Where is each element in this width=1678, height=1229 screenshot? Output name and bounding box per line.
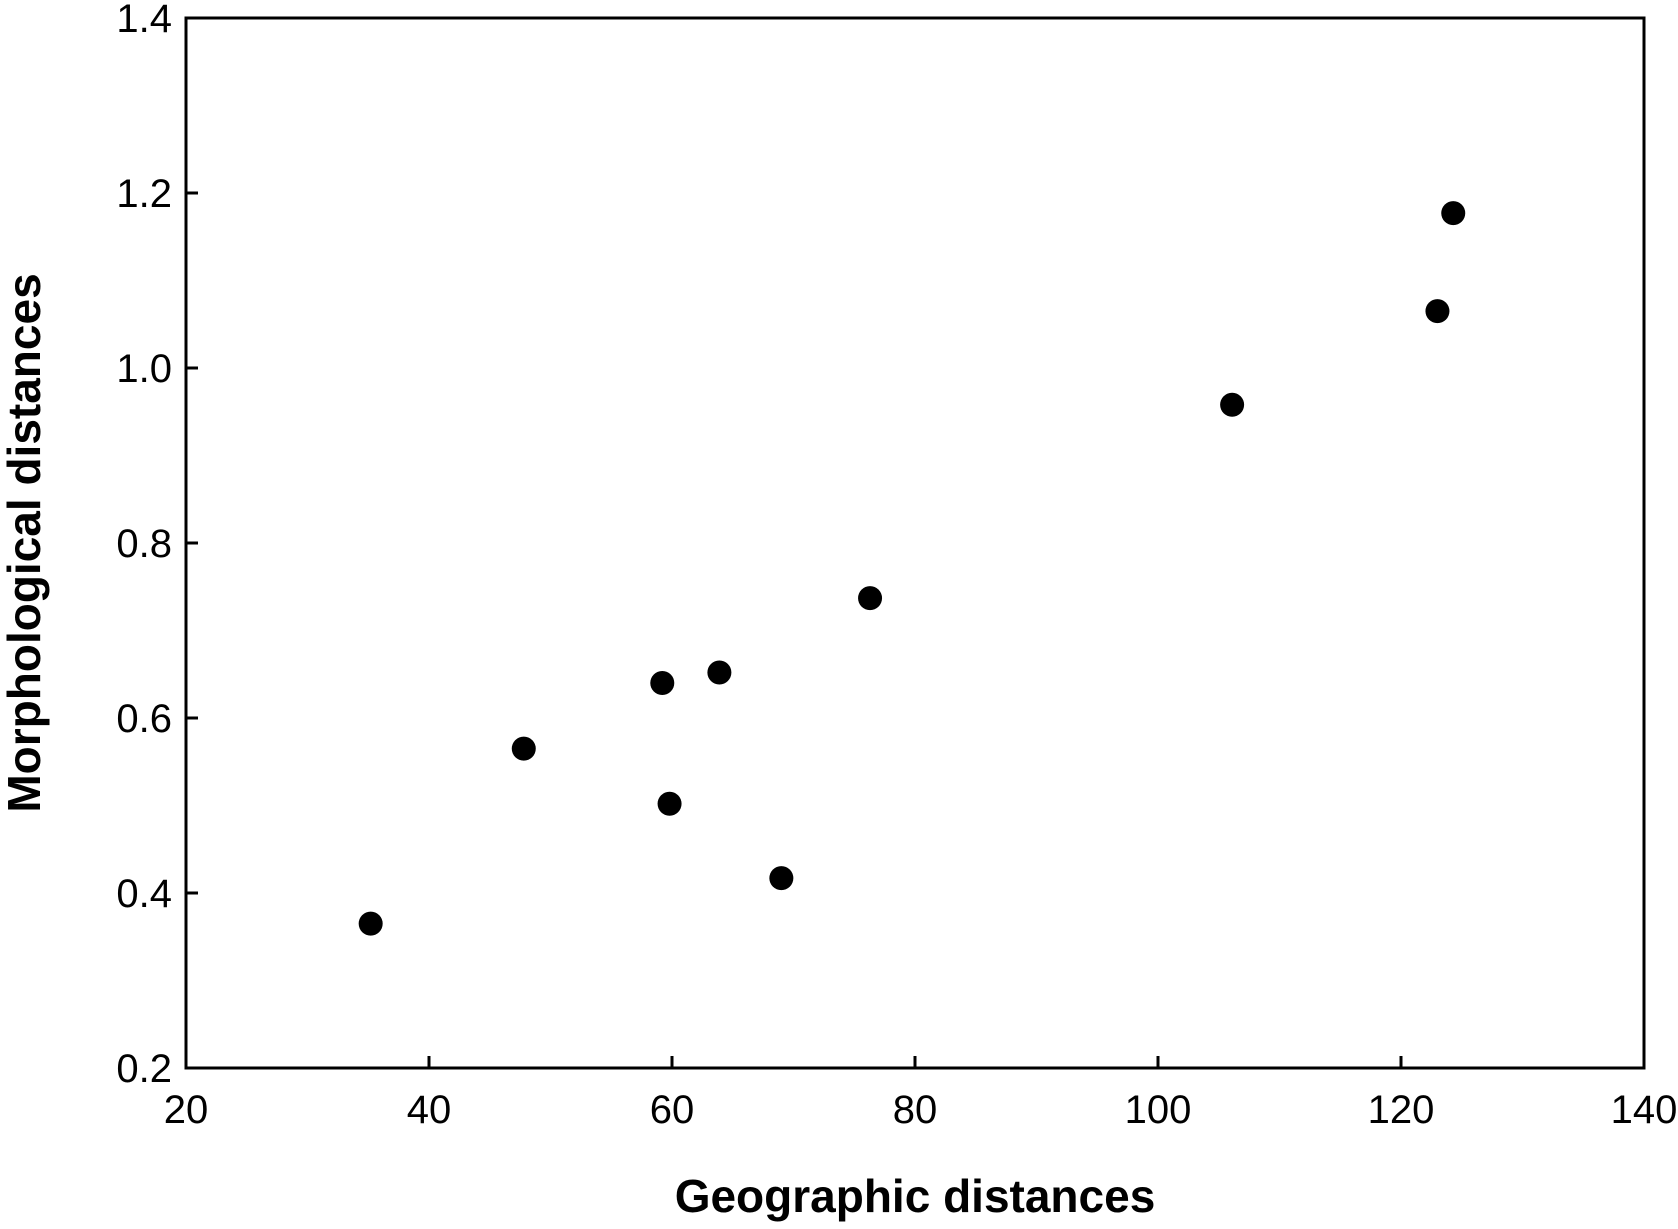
data-point bbox=[358, 911, 383, 936]
data-point bbox=[769, 866, 794, 891]
x-tick-label: 120 bbox=[1368, 1088, 1435, 1132]
x-axis-title: Geographic distances bbox=[675, 1170, 1156, 1222]
y-tick-label: 1.2 bbox=[116, 172, 172, 216]
data-point bbox=[657, 791, 682, 816]
y-axis-title: Morphological distances bbox=[0, 273, 50, 812]
y-tick-label: 0.4 bbox=[116, 872, 172, 916]
data-points bbox=[358, 201, 1466, 936]
y-axis-ticks: 0.2 0.4 0.6 0.8 1.0 1.2 1.4 bbox=[116, 0, 198, 1091]
y-tick-label: 0.2 bbox=[116, 1047, 172, 1091]
data-point bbox=[1220, 392, 1245, 417]
x-tick-label: 140 bbox=[1611, 1088, 1678, 1132]
x-tick-label: 80 bbox=[893, 1088, 938, 1132]
x-tick-label: 60 bbox=[650, 1088, 695, 1132]
y-tick-label: 0.8 bbox=[116, 522, 172, 566]
data-point bbox=[1425, 299, 1450, 324]
x-tick-label: 20 bbox=[164, 1088, 209, 1132]
data-point bbox=[650, 671, 675, 695]
data-point bbox=[707, 660, 732, 685]
plot-frame bbox=[184, 16, 1646, 1070]
y-tick-label: 1.4 bbox=[116, 0, 172, 41]
data-point bbox=[511, 736, 536, 761]
x-tick-label: 40 bbox=[407, 1088, 452, 1132]
y-tick-label: 1.0 bbox=[116, 347, 172, 391]
x-axis-ticks: 20 40 60 80 100 120 140 bbox=[164, 1056, 1678, 1132]
data-point bbox=[1441, 201, 1466, 226]
data-point bbox=[858, 586, 883, 611]
y-tick-label: 0.6 bbox=[116, 697, 172, 741]
x-tick-label: 100 bbox=[1125, 1088, 1192, 1132]
